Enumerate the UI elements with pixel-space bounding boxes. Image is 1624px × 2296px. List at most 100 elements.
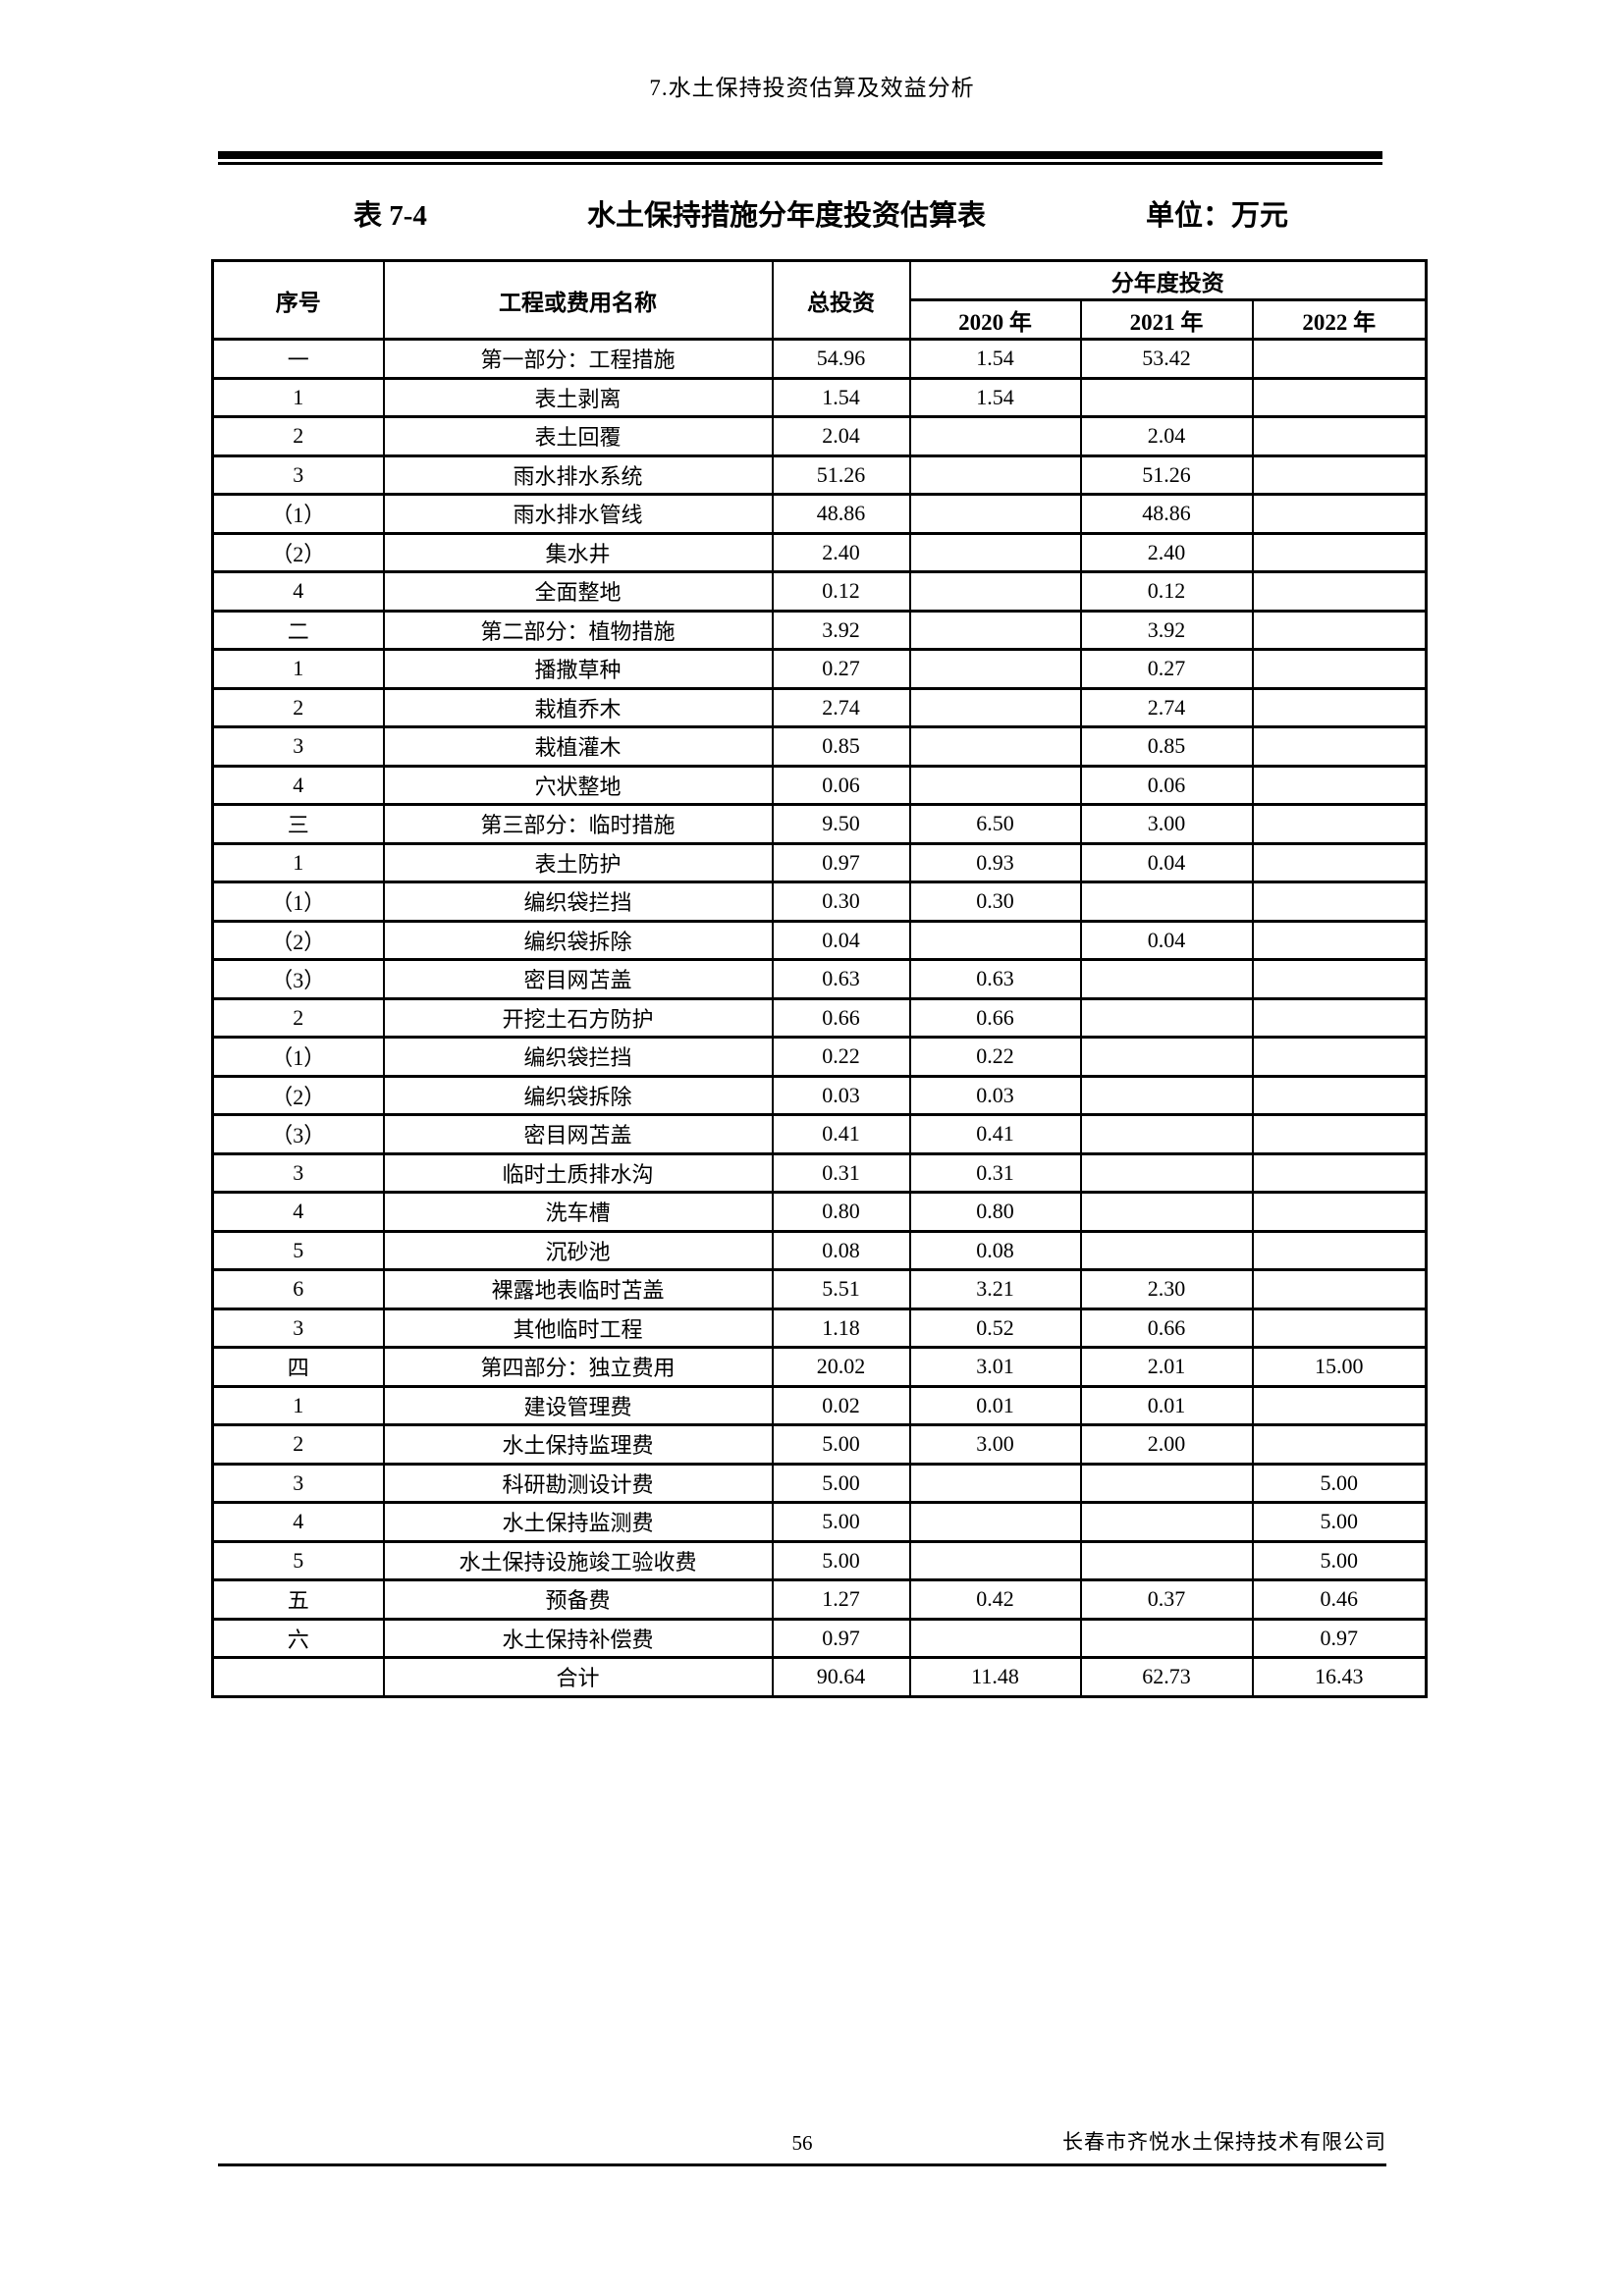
investment-table: 序号 工程或费用名称 总投资 分年度投资 2020 年 2021 年 2022 … xyxy=(211,259,1429,1698)
table-row: 五预备费 1.27 0.42 0.37 0.46 xyxy=(211,1578,1428,1621)
table-row: （3） 密目网苫盖 0.63 0.63 xyxy=(211,958,1428,1000)
cell-y2021: 0.37 xyxy=(1079,1578,1254,1621)
cell-seq: 2 xyxy=(211,686,385,728)
table-row: 3 栽植灌木 0.85 0.85 xyxy=(211,725,1428,768)
cell-name: 密目网苫盖 xyxy=(382,958,774,1000)
cell-total: 0.22 xyxy=(771,1036,911,1078)
cell-y2021 xyxy=(1079,1036,1254,1078)
cell-y2021 xyxy=(1079,1462,1254,1504)
cell-name: 表土回覆 xyxy=(382,415,774,457)
cell-y2021 xyxy=(1079,1501,1254,1543)
table-row: 2 开挖土石方防护 0.66 0.66 xyxy=(211,996,1428,1039)
cell-y2020 xyxy=(908,531,1082,573)
cell-name: 栽植灌木 xyxy=(382,725,774,768)
cell-total: 0.66 xyxy=(771,996,911,1039)
cell-seq: 四 xyxy=(211,1346,385,1388)
cell-total: 0.31 xyxy=(771,1151,911,1194)
cell-name: 第三部分：临时措施 xyxy=(382,803,774,845)
cell-y2022 xyxy=(1251,1151,1428,1194)
table-row: 2 栽植乔木 2.74 2.74 xyxy=(211,686,1428,728)
table-body: 一第一部分：工程措施 54.96 1.54 53.42 1 表土剥离 1.54 1.54 2 表土… xyxy=(211,338,1428,1698)
cell-name: 建设管理费 xyxy=(382,1384,774,1426)
header-row-top: 序号 工程或费用名称 总投资 分年度投资 xyxy=(211,259,1428,341)
cell-y2021: 3.92 xyxy=(1079,609,1254,651)
cell-name: 开挖土石方防护 xyxy=(382,996,774,1039)
cell-y2022 xyxy=(1251,686,1428,728)
cell-y2020: 0.03 xyxy=(908,1074,1082,1116)
cell-y2022 xyxy=(1251,958,1428,1000)
column-header-name: 工程或费用名称 xyxy=(382,259,774,341)
cell-y2022: 5.00 xyxy=(1251,1462,1428,1504)
cell-y2021: 0.66 xyxy=(1079,1307,1254,1349)
cell-y2020: 0.01 xyxy=(908,1384,1082,1426)
cell-total: 54.96 xyxy=(771,338,911,380)
cell-y2020: 0.63 xyxy=(908,958,1082,1000)
cell-seq: （1） xyxy=(211,1036,385,1078)
column-header-seq: 序号 xyxy=(211,259,385,341)
cell-y2022: 5.00 xyxy=(1251,1501,1428,1543)
cell-total: 20.02 xyxy=(771,1346,911,1388)
cell-name: 集水井 xyxy=(382,531,774,573)
cell-y2020: 0.66 xyxy=(908,996,1082,1039)
cell-seq: 3 xyxy=(211,1151,385,1194)
footer-company-name: 长春市齐悦水土保持技术有限公司 xyxy=(1062,2130,1386,2154)
table-row: 4 水土保持监测费 5.00 5.00 xyxy=(211,1501,1428,1543)
table-row: 4 穴状整地 0.06 0.06 xyxy=(211,764,1428,806)
cell-y2020: 3.21 xyxy=(908,1268,1082,1310)
cell-y2022: 16.43 xyxy=(1251,1656,1428,1698)
cell-seq: （1） xyxy=(211,881,385,923)
cell-total: 1.27 xyxy=(771,1578,911,1621)
cell-total: 0.80 xyxy=(771,1191,911,1233)
cell-y2020: 0.41 xyxy=(908,1113,1082,1155)
cell-seq: （2） xyxy=(211,919,385,961)
table-row: 一第一部分：工程措施 54.96 1.54 53.42 xyxy=(211,338,1428,380)
cell-total: 0.85 xyxy=(771,725,911,768)
cell-y2021: 48.86 xyxy=(1079,493,1254,535)
table-row: （1） 编织袋拦挡 0.30 0.30 xyxy=(211,881,1428,923)
cell-name: 表土剥离 xyxy=(382,376,774,418)
cell-y2022 xyxy=(1251,996,1428,1039)
cell-total: 0.97 xyxy=(771,841,911,883)
cell-name: 表土防护 xyxy=(382,841,774,883)
cell-name: 播撒草种 xyxy=(382,648,774,690)
cell-seq: 6 xyxy=(211,1268,385,1310)
cell-y2021 xyxy=(1079,1617,1254,1659)
cell-seq: 4 xyxy=(211,1191,385,1233)
cell-seq: 二 xyxy=(211,609,385,651)
cell-total: 5.00 xyxy=(771,1539,911,1581)
cell-seq: 3 xyxy=(211,1462,385,1504)
cell-y2022 xyxy=(1251,1074,1428,1116)
cell-name: 水土保持监理费 xyxy=(382,1423,774,1466)
cell-y2022 xyxy=(1251,376,1428,418)
footer-rule xyxy=(218,2163,1386,2166)
table-header: 序号 工程或费用名称 总投资 分年度投资 2020 年 2021 年 2022 … xyxy=(211,259,1428,341)
cell-y2021 xyxy=(1079,1151,1254,1194)
table-caption-unit: 单位：万元 xyxy=(1145,200,1288,232)
cell-seq: 5 xyxy=(211,1539,385,1581)
cell-seq: 4 xyxy=(211,764,385,806)
cell-seq: 1 xyxy=(211,1384,385,1426)
cell-y2021: 2.00 xyxy=(1079,1423,1254,1466)
cell-seq: 5 xyxy=(211,1229,385,1271)
cell-name: 编织袋拆除 xyxy=(382,1074,774,1116)
cell-name: 密目网苫盖 xyxy=(382,1113,774,1155)
section-heading: 7.水土保持投资估算及效益分析 xyxy=(649,76,975,100)
cell-y2022 xyxy=(1251,1423,1428,1466)
table-row: 二第二部分：植物措施 3.92 3.92 xyxy=(211,609,1428,651)
cell-total: 9.50 xyxy=(771,803,911,845)
cell-seq: 1 xyxy=(211,648,385,690)
cell-y2022: 15.00 xyxy=(1251,1346,1428,1388)
cell-total: 5.51 xyxy=(771,1268,911,1310)
cell-y2020: 11.48 xyxy=(908,1656,1082,1698)
table-row: 3 雨水排水系统 51.26 51.26 xyxy=(211,454,1428,496)
cell-total: 0.97 xyxy=(771,1617,911,1659)
table-row: 3 科研勘测设计费 5.00 5.00 xyxy=(211,1462,1428,1504)
table-caption: 表 7-4 水土保持措施分年度投资估算表 单位：万元 xyxy=(353,192,1288,234)
cell-name: 栽植乔木 xyxy=(382,686,774,728)
table-row: 1 表土防护 0.97 0.93 0.04 xyxy=(211,841,1428,883)
cell-seq: （3） xyxy=(211,1113,385,1155)
cell-y2022 xyxy=(1251,648,1428,690)
cell-y2020: 0.22 xyxy=(908,1036,1082,1078)
cell-y2022: 0.46 xyxy=(1251,1578,1428,1621)
